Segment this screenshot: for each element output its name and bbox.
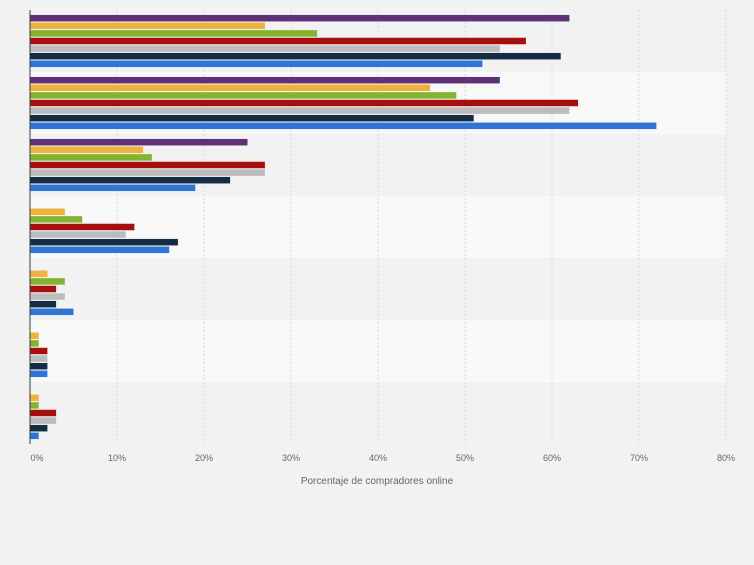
bar [30,216,83,223]
x-tick-label: 20% [195,453,213,463]
x-tick-label: 50% [456,453,474,463]
bar [30,308,74,316]
bar [30,14,570,22]
bar [30,92,457,99]
bar [30,293,65,300]
bar [30,37,526,45]
bar [30,238,178,246]
x-tick-label: 30% [282,453,300,463]
bar [30,208,65,216]
bar [30,246,170,254]
bar [30,99,579,107]
bar [30,362,48,370]
x-tick-label: 40% [369,453,387,463]
group-band [30,258,726,320]
bar [30,184,196,192]
x-axis-title: Porcentaje de compradores online [301,476,454,487]
bar [30,347,48,355]
bar [30,332,39,340]
bar [30,355,48,362]
bar [30,231,126,238]
x-tick-label: 60% [543,453,561,463]
bar [30,161,265,169]
bar [30,22,265,30]
bar [30,285,57,293]
bar [30,409,57,417]
bar [30,223,135,231]
bar [30,114,474,122]
bar [30,270,48,278]
bar [30,169,265,176]
bar [30,107,570,114]
bar [30,340,39,347]
bar [30,60,483,68]
bar [30,176,231,184]
x-tick-label: 80% [717,453,735,463]
bar [30,278,65,285]
bar [30,84,431,92]
bar [30,417,57,424]
x-tick-label: 10% [108,453,126,463]
bar [30,76,500,84]
bar [30,52,561,60]
bar [30,45,500,52]
bar [30,424,48,432]
bar [30,394,39,402]
bar [30,30,318,37]
bar [30,146,144,154]
bar [30,138,248,146]
bar [30,432,39,440]
bar [30,122,657,130]
bar [30,402,39,409]
group-band [30,382,726,444]
bar [30,154,152,161]
x-tick-label: 70% [630,453,648,463]
bar [30,300,57,308]
bar [30,370,48,378]
x-tick-label: 0% [30,453,43,463]
